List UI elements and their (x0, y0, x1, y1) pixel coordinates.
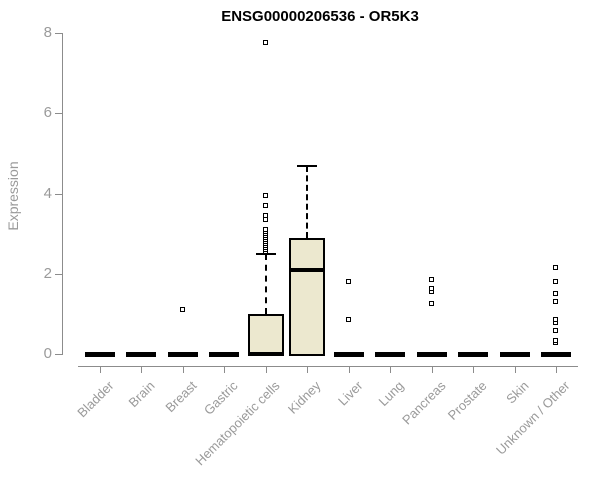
box-median (289, 267, 326, 272)
outlier-point (179, 306, 185, 312)
whisker-cap (297, 164, 318, 167)
x-tick (348, 366, 350, 373)
zero-bar (375, 351, 406, 357)
outlier-point (552, 264, 558, 270)
outlier-point (428, 286, 434, 292)
outlier-point (552, 290, 558, 296)
x-tick (141, 366, 143, 373)
y-tick (55, 354, 62, 355)
outlier-point (428, 300, 434, 306)
outlier-point (262, 192, 268, 198)
outlier-point (262, 40, 268, 46)
chart-title: ENSG00000206536 - OR5K3 (221, 8, 419, 25)
zero-bar (499, 351, 530, 357)
zero-bar (85, 351, 115, 357)
y-tick-label: 8 (43, 24, 52, 42)
x-tick (224, 366, 226, 373)
zero-bar (458, 351, 489, 357)
y-tick-label: 6 (43, 104, 52, 122)
y-tick (55, 33, 62, 35)
outlier-point (262, 212, 268, 218)
x-tick (265, 366, 267, 373)
box (289, 237, 326, 356)
y-axis-line (62, 33, 63, 355)
y-tick (55, 193, 62, 195)
whisker-cap (255, 252, 276, 255)
outlier-point (428, 276, 434, 282)
x-tick (431, 366, 433, 373)
zero-bar (209, 351, 240, 357)
zero-bar (540, 351, 571, 357)
whisker (264, 253, 267, 314)
outlier-point (552, 316, 558, 322)
outlier-point (262, 202, 268, 208)
x-tick (307, 366, 309, 373)
y-tick-label: 2 (43, 264, 52, 282)
x-tick (514, 366, 516, 373)
zero-bar (126, 351, 157, 357)
y-tick-label: 4 (43, 184, 52, 202)
outlier-point (552, 327, 558, 333)
outlier-point (552, 278, 558, 284)
x-tick (182, 366, 184, 373)
x-tick (390, 366, 392, 373)
box (247, 313, 284, 356)
zero-bar (167, 351, 198, 357)
x-tick (473, 366, 475, 373)
outlier-point (552, 298, 558, 304)
x-tick (555, 366, 557, 373)
zero-bar (416, 351, 447, 357)
y-tick-label: 0 (43, 345, 52, 362)
box-median (247, 352, 284, 356)
whisker (306, 165, 309, 238)
y-tick (55, 273, 62, 275)
x-tick (100, 366, 101, 373)
outlier-point (345, 278, 351, 284)
x-axis-line (78, 366, 578, 367)
zero-bar (333, 351, 364, 357)
outlier-point (552, 337, 558, 343)
outlier-point (345, 316, 351, 322)
outlier-point (262, 226, 268, 232)
y-tick (55, 113, 62, 115)
